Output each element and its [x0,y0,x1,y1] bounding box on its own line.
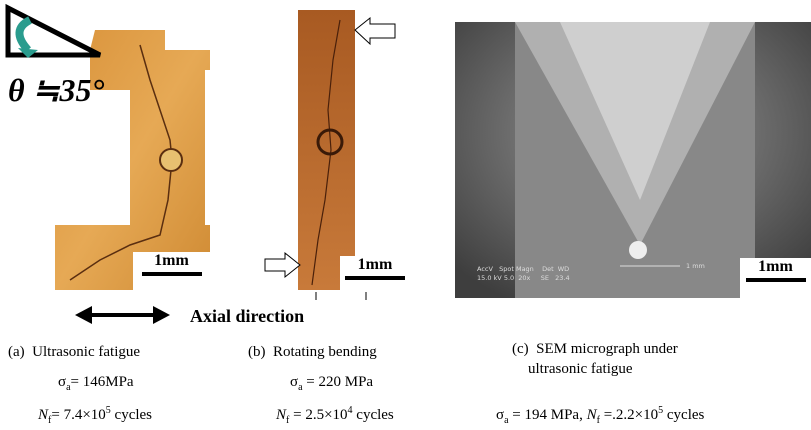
stress-life: σa = 194 MPa, Nf =.2.2×105 cycles [496,402,704,430]
life: Nf = 2.5×104 cycles [276,402,394,430]
caption: (b) Rotating bending [248,343,377,361]
origin-a [160,149,182,171]
stress: σa = 220 MPa [290,373,373,397]
stress: σa= 146MPa [58,373,134,397]
value: = 7.4×10 [51,407,105,423]
unit: cycles [111,407,152,423]
micrographs [0,0,811,425]
micrograph-a [55,30,210,290]
scale-bar: 1mm [133,252,210,290]
value: = 220 MPa [303,374,374,390]
arrowhead [75,306,92,324]
sem-info: 15.0 kV 5.0 20x SE 23.4 [477,274,570,282]
symbol: N [587,407,597,423]
axial-label: Axial direction [190,305,304,327]
symbol: σ [290,374,298,390]
symbol: σ [496,407,504,423]
figure: θ ≒35° 1mm 1mm 1mm AccV Spot Magn Det WD… [0,0,811,425]
origin-c [629,241,647,259]
arrow-b-top [355,18,395,44]
scale-label: 1mm [133,252,210,270]
value: =.2.2×10 [600,407,658,423]
micrograph-b [298,10,355,290]
scale-label: 1mm [740,258,811,276]
scale-label: 1mm [340,256,410,274]
caption: (a) Ultrasonic fatigue [8,343,140,361]
symbol: N [276,407,286,423]
caption: (c) SEM micrograph under [512,340,678,358]
unit: cycles [663,407,704,423]
value: = 2.5×10 [289,407,347,423]
angle-label: θ ≒35° [8,72,104,108]
value: = 146MPa [71,374,134,390]
symbol: N [38,407,48,423]
sem-info: AccV Spot Magn Det WD [477,265,569,273]
scale-bar: 1mm [740,258,811,298]
symbol: σ [58,374,66,390]
arrow-b-bottom [265,253,300,277]
angle-arrow [19,20,30,50]
unit: cycles [353,407,394,423]
scale-bar: 1mm [340,256,410,290]
sem-bar-label: 1 mm [686,262,705,270]
arrowhead [153,306,170,324]
value: = 194 MPa, [509,407,587,423]
caption: ultrasonic fatigue [528,360,633,378]
life: Nf= 7.4×105 cycles [38,402,152,430]
